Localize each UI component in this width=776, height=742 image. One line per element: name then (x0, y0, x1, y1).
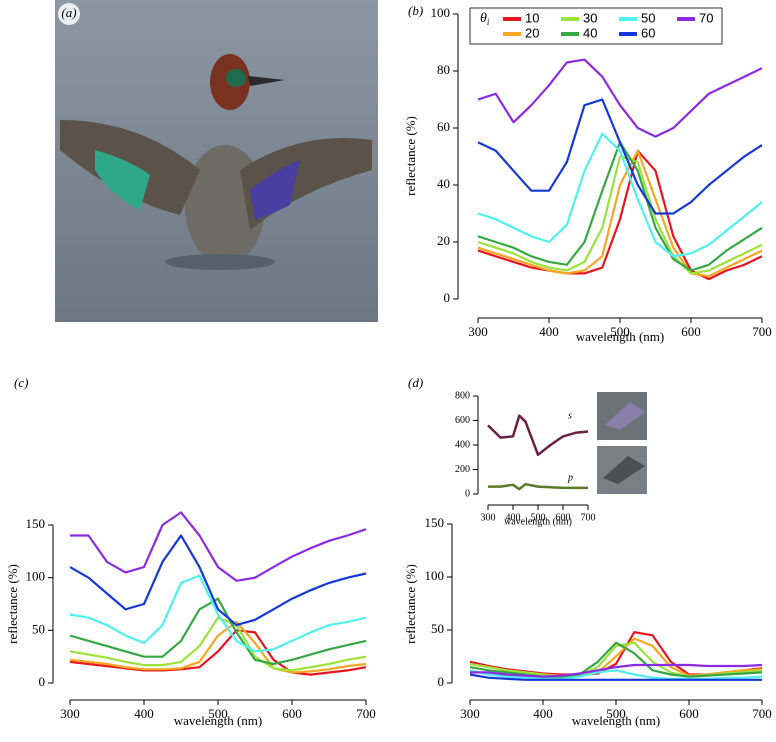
legend-label: 10 (525, 10, 539, 25)
y-tick-label: 0 (444, 290, 451, 305)
spectrum-line (477, 98, 763, 215)
legend-label: 30 (583, 10, 597, 25)
spectrum-line (477, 58, 763, 138)
y-tick-label: 0 (438, 674, 445, 689)
y-tick-label: 0 (39, 674, 46, 689)
x-tick-label: 500 (531, 512, 546, 523)
panel-label: (c) (14, 375, 28, 390)
spectrum-line (69, 534, 367, 627)
panel-label: (d) (408, 375, 423, 390)
x-tick-label: 500 (606, 706, 626, 721)
duck-ripple (165, 254, 275, 270)
x-tick-label: 600 (679, 706, 699, 721)
y-tick-label: 50 (431, 621, 444, 636)
panel-label-bg (58, 3, 80, 25)
panel-label: (a) (61, 5, 76, 20)
y-tick-label: 100 (431, 5, 451, 20)
spectrum-line (477, 141, 763, 272)
spectrum-line (488, 482, 588, 491)
legend-title: θi (480, 11, 490, 27)
inset-photo-feather (605, 402, 645, 430)
x-tick-label: 300 (60, 706, 80, 721)
spectrum-line (69, 629, 367, 676)
duck-speculum-right (250, 160, 300, 220)
inset-photo-feather (603, 456, 645, 484)
legend-title-subscript: i (487, 17, 490, 27)
spectrum-line (69, 574, 367, 653)
x-tick-label: 700 (356, 706, 376, 721)
x-axis-label: wavelength (nm) (572, 713, 660, 728)
curve-label: p (567, 472, 573, 483)
inset-photos (597, 392, 647, 494)
y-tick-label: 200 (455, 464, 470, 475)
x-tick-label: 300 (481, 512, 496, 523)
spectrum-line (469, 641, 763, 679)
y-tick-label: 0 (465, 488, 470, 499)
duck-eye-patch (226, 69, 246, 87)
y-tick-label: 60 (437, 119, 450, 134)
x-axis-label: wavelength (nm) (576, 329, 664, 344)
y-axis-label: reflectance (%) (5, 564, 20, 644)
y-tick-label: 150 (26, 516, 46, 531)
spectrum-line (470, 663, 763, 678)
y-tick-label: 400 (455, 439, 470, 450)
x-tick-label: 400 (134, 706, 154, 721)
spectrum-line (469, 673, 762, 681)
x-tick-label: 700 (581, 512, 596, 523)
y-tick-label: 800 (455, 390, 470, 401)
spectrum-line (477, 132, 763, 258)
y-axis-label: reflectance (%) (403, 564, 418, 644)
x-tick-label: 500 (610, 324, 630, 339)
y-tick-label: 100 (26, 569, 46, 584)
x-tick-label: 300 (468, 324, 488, 339)
spectrum-line (69, 616, 367, 672)
x-axis-label: wavelength (nm) (174, 713, 262, 728)
legend-title-symbol: θ (480, 11, 487, 26)
y-tick-label: 150 (425, 515, 445, 530)
y-tick-label: 600 (455, 415, 470, 426)
y-tick-label: 50 (32, 621, 45, 636)
x-tick-label: 700 (752, 706, 772, 721)
x-tick-label: 700 (752, 324, 772, 339)
x-axis-label: wavelength (nm) (504, 516, 572, 527)
x-tick-label: 600 (681, 324, 701, 339)
legend-label: 50 (641, 10, 655, 25)
x-tick-label: 400 (533, 706, 553, 721)
spectrum-line (69, 597, 367, 666)
spectrum-line (69, 620, 367, 674)
y-tick-label: 40 (437, 176, 450, 191)
duck-bill (248, 76, 285, 86)
x-tick-label: 600 (282, 706, 302, 721)
x-tick-label: 400 (539, 324, 559, 339)
x-tick-label: 400 (506, 512, 521, 523)
spectrum-line (469, 641, 763, 678)
spectrum-line (477, 149, 763, 278)
spectrum-line (487, 414, 589, 457)
y-tick-label: 80 (437, 62, 450, 77)
y-axis-label: reflectance (%) (403, 116, 418, 196)
x-tick-label: 300 (460, 706, 480, 721)
y-tick-label: 20 (437, 233, 450, 248)
legend-label: 20 (525, 25, 539, 40)
spectrum-line (477, 149, 763, 281)
x-tick-label: 600 (556, 512, 571, 523)
spectrum-line (70, 511, 367, 582)
legend-label: 70 (699, 10, 713, 25)
spectrum-line (469, 669, 763, 680)
legend-box (469, 7, 723, 45)
curve-label: s (568, 410, 572, 421)
legend-label: 40 (583, 25, 597, 40)
y-tick-label: 100 (425, 568, 445, 583)
panel-label: (b) (408, 3, 423, 18)
legend-label: 60 (641, 25, 655, 40)
spectrum-line (477, 155, 763, 275)
x-tick-label: 500 (208, 706, 228, 721)
duck-speculum-left (95, 150, 150, 210)
